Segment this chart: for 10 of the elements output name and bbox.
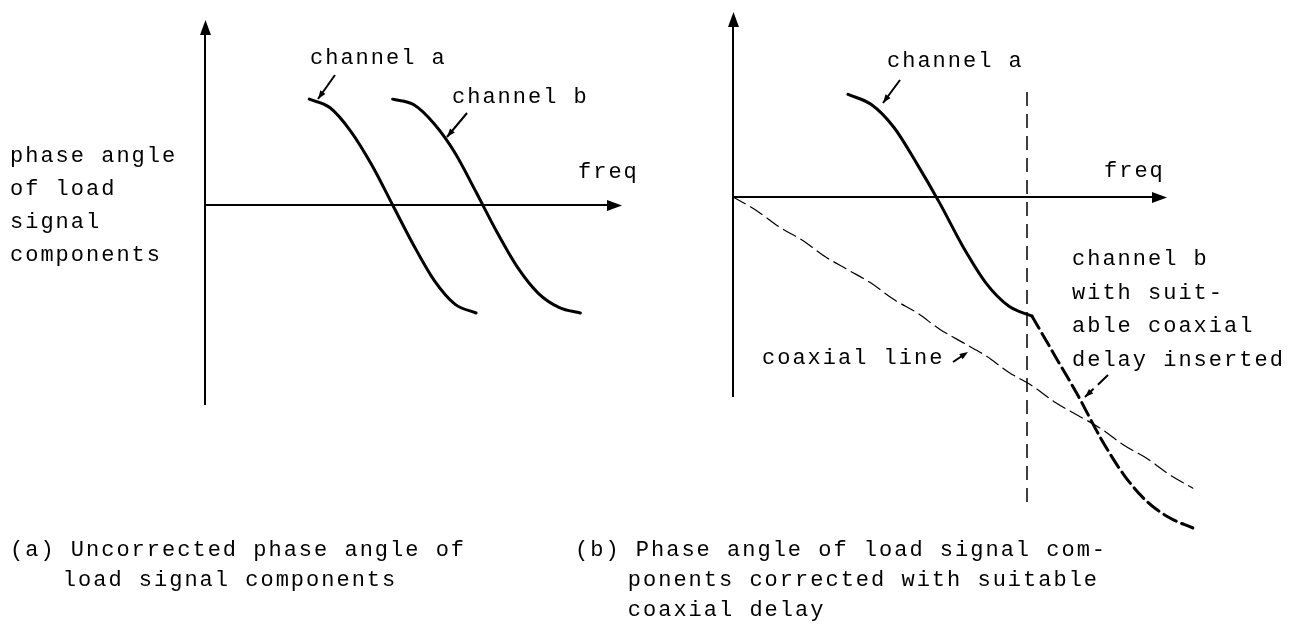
x-axis-title: freq (1104, 159, 1165, 184)
text: (a) Uncorrected phase angle of load signal components (10, 538, 467, 593)
y-axis-title: phase angle of load signal components (10, 144, 178, 268)
series-label: channel b (452, 85, 589, 110)
text: (b) Phase angle of load signal com- ponents corrected with suitable coaxial delay (575, 537, 1109, 625)
series-label: channel b with suit- able coaxial delay inserted (1072, 247, 1285, 373)
series-label: channel a (887, 49, 1024, 74)
series-label: channel a (310, 46, 447, 71)
legend-label: coaxial line (762, 346, 945, 371)
x-axis-title: freq (578, 160, 639, 185)
